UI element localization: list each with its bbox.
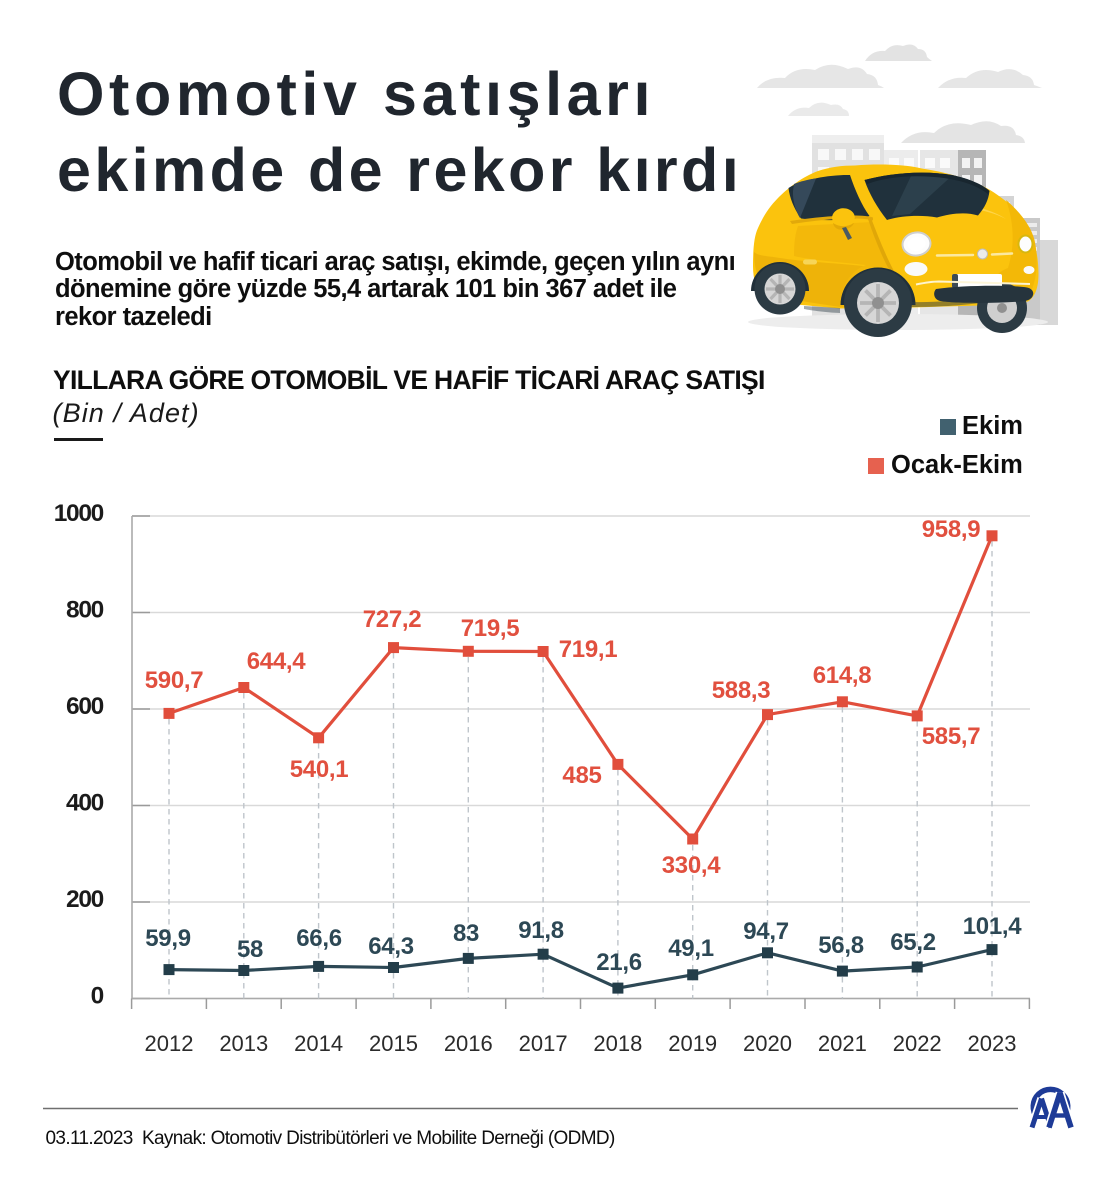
svg-text:485: 485 <box>562 762 601 789</box>
svg-text:Ekim: Ekim <box>962 412 1023 440</box>
svg-text:719,5: 719,5 <box>461 615 520 642</box>
svg-text:101,4: 101,4 <box>963 913 1023 940</box>
svg-text:2022: 2022 <box>893 1031 942 1056</box>
svg-text:590,7: 590,7 <box>145 667 204 694</box>
svg-text:400: 400 <box>66 789 104 816</box>
svg-text:719,1: 719,1 <box>559 636 618 663</box>
svg-text:0: 0 <box>91 982 104 1009</box>
svg-text:65,2: 65,2 <box>890 929 936 956</box>
svg-text:200: 200 <box>66 886 104 913</box>
svg-text:1000: 1000 <box>54 500 104 527</box>
svg-text:91,8: 91,8 <box>518 917 564 944</box>
svg-text:66,6: 66,6 <box>296 925 342 952</box>
svg-text:Ocak-Ekim: Ocak-Ekim <box>891 451 1023 479</box>
svg-text:540,1: 540,1 <box>290 756 349 783</box>
svg-text:958,9: 958,9 <box>922 516 981 543</box>
svg-text:59,9: 59,9 <box>145 925 191 952</box>
svg-text:21,6: 21,6 <box>596 949 642 976</box>
svg-text:56,8: 56,8 <box>818 932 864 959</box>
svg-text:600: 600 <box>66 693 104 720</box>
svg-text:2019: 2019 <box>668 1031 717 1056</box>
svg-text:800: 800 <box>66 596 104 623</box>
svg-text:03.11.2023 Kaynak: Otomotiv D: 03.11.2023 Kaynak: Otomotiv Distribütörl… <box>46 1128 615 1149</box>
svg-text:2015: 2015 <box>369 1031 418 1056</box>
svg-text:2018: 2018 <box>593 1031 642 1056</box>
svg-text:2014: 2014 <box>294 1031 343 1056</box>
svg-text:330,4: 330,4 <box>662 852 722 879</box>
svg-text:2017: 2017 <box>519 1031 568 1056</box>
svg-text:644,4: 644,4 <box>247 648 307 675</box>
svg-text:2012: 2012 <box>145 1031 194 1056</box>
svg-text:2016: 2016 <box>444 1031 493 1056</box>
svg-text:588,3: 588,3 <box>712 677 771 704</box>
svg-text:727,2: 727,2 <box>363 606 422 633</box>
svg-text:2013: 2013 <box>219 1031 268 1056</box>
svg-text:58: 58 <box>237 936 263 963</box>
svg-text:83: 83 <box>453 920 479 947</box>
svg-text:2023: 2023 <box>968 1031 1017 1056</box>
svg-text:2020: 2020 <box>743 1031 792 1056</box>
svg-text:64,3: 64,3 <box>368 933 414 960</box>
svg-text:2021: 2021 <box>818 1031 867 1056</box>
svg-text:585,7: 585,7 <box>922 723 981 750</box>
svg-text:94,7: 94,7 <box>743 918 789 945</box>
svg-text:614,8: 614,8 <box>813 662 872 689</box>
svg-text:49,1: 49,1 <box>668 935 714 962</box>
